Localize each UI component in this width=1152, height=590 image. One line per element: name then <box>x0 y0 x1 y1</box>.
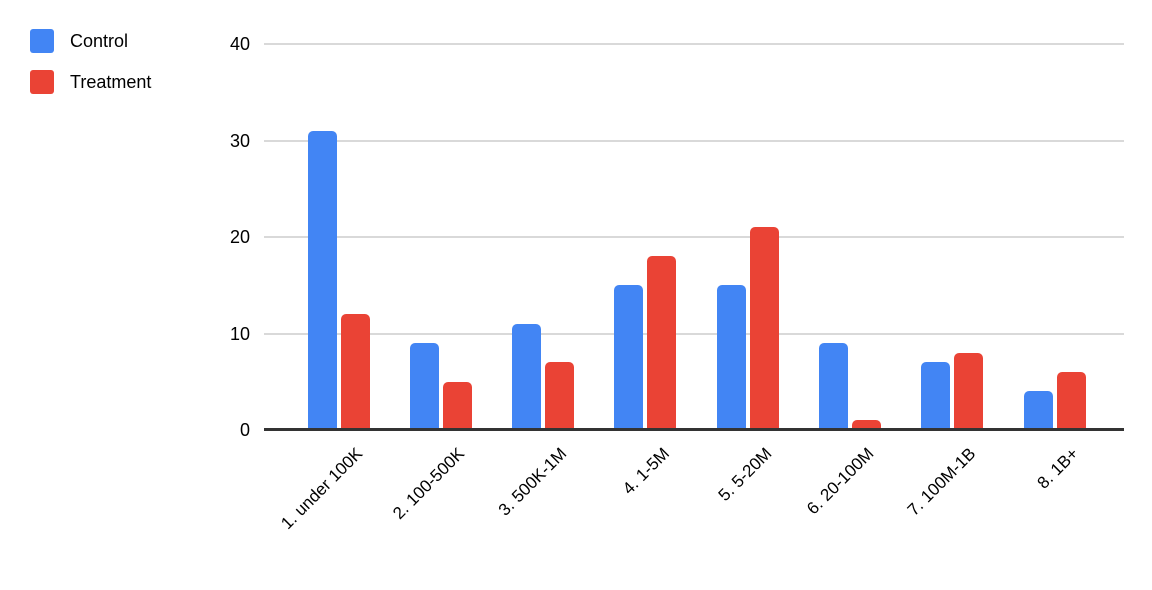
x-axis-label: 8. 1B+ <box>1033 444 1083 493</box>
x-axis-label: 2. 100-500K <box>389 444 469 523</box>
bar-treatment-4 <box>647 256 677 430</box>
bar-control-3 <box>512 323 542 430</box>
gridline <box>264 332 1124 335</box>
y-axis-tick-label: 20 <box>229 227 250 247</box>
x-axis-label: 7. 100M-1B <box>904 444 980 520</box>
y-axis-tick-label: 10 <box>229 323 250 344</box>
plot-area <box>264 43 1124 431</box>
legend-item-control: Control <box>30 29 151 53</box>
bar-treatment-1 <box>340 314 370 430</box>
bar-treatment-3 <box>545 362 575 430</box>
x-axis-baseline <box>264 428 1124 431</box>
y-axis-tick-label: 0 <box>239 420 250 440</box>
bar-control-2 <box>409 343 439 430</box>
x-axis-label: 6. 20-100M <box>803 444 878 519</box>
x-axis-label: 4. 1-5M <box>618 444 673 499</box>
x-axis-label: 3. 500K-1M <box>494 444 571 520</box>
legend-swatch-control <box>30 29 54 53</box>
gridline <box>264 139 1124 142</box>
bar-treatment-2 <box>442 381 472 430</box>
bar-control-8 <box>1023 391 1053 430</box>
bar-control-7 <box>921 362 951 430</box>
gridline <box>264 43 1124 45</box>
chart-legend: Control Treatment <box>30 29 151 111</box>
bar-treatment-6 <box>852 420 881 430</box>
legend-item-treatment: Treatment <box>30 70 151 94</box>
x-axis-label: 1. under 100K <box>276 444 366 533</box>
bar-control-6 <box>819 343 848 430</box>
x-axis-label: 5. 5-20M <box>714 444 776 505</box>
y-axis-tick-label: 40 <box>229 34 250 54</box>
bar-treatment-8 <box>1056 372 1086 430</box>
bar-control-1 <box>307 130 337 430</box>
legend-label: Treatment <box>70 72 152 92</box>
legend-label: Control <box>70 31 129 51</box>
gridline <box>264 236 1124 238</box>
y-axis-tick-label: 30 <box>229 130 250 151</box>
bar-treatment-7 <box>954 352 984 430</box>
legend-swatch-treatment <box>30 70 54 94</box>
bar-control-5 <box>716 285 746 430</box>
bar-control-4 <box>614 285 644 430</box>
bar-treatment-5 <box>749 227 779 430</box>
